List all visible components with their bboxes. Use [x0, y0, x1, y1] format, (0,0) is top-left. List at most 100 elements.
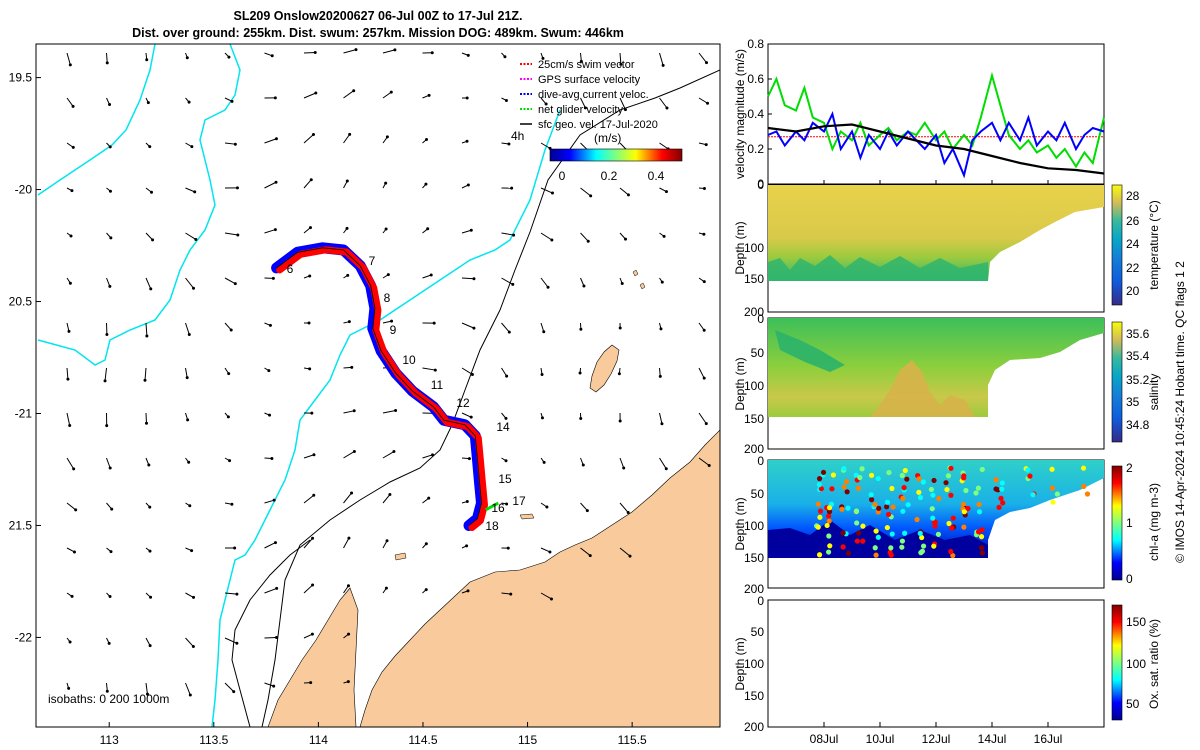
sfc-arrow: [698, 457, 710, 466]
sfc-arrow-head: [466, 589, 470, 593]
sfc-arrow-head: [662, 234, 666, 238]
temperature-clabel: temperature (°C): [1147, 200, 1161, 290]
sfc-arrow-head: [394, 408, 398, 412]
salinity-colorbar: [1111, 321, 1123, 443]
velocity-ytick-label: 0.2: [747, 142, 764, 156]
sfc-arrow-head: [579, 59, 583, 63]
sfc-arrow-head: [145, 692, 149, 696]
sfc-arrow: [144, 367, 147, 381]
sfc-arrow-head: [505, 502, 509, 506]
chla-dot: [872, 545, 878, 551]
chla-dot: [1084, 491, 1091, 497]
sfc-arrow: [382, 91, 392, 99]
chla-dot: [999, 480, 1005, 486]
sfc-arrow-head: [186, 418, 190, 422]
sfc-arrow: [698, 52, 707, 63]
salinity-low-tongue: [775, 330, 845, 372]
sfc-arrow-head: [274, 636, 278, 640]
surface-velocity-arrows: [66, 48, 711, 697]
chla-dot: [856, 530, 862, 536]
time-tick-label: 14Jul: [978, 732, 1007, 746]
sfc-arrow-head: [147, 463, 151, 467]
velocity-ylabel: velocity magnitude (m/s): [733, 49, 747, 179]
sfc-arrow-head: [193, 190, 197, 194]
sfc-arrow-head: [146, 101, 150, 105]
time-tick-label: 10Jul: [866, 732, 895, 746]
sfc-arrow: [106, 457, 111, 469]
chla-dot: [976, 509, 983, 515]
chla-dot: [928, 486, 935, 493]
sfc-arrow-head: [467, 457, 471, 461]
sfc-arrow: [343, 492, 352, 504]
chla-dot: [1080, 465, 1087, 471]
chla-ytick-2: 100: [744, 519, 764, 533]
sfc-arrow: [303, 537, 313, 549]
sfc-arrow-head: [69, 234, 73, 238]
oxygen-ctick-0: 150: [1126, 615, 1146, 629]
sfc-arrow: [145, 322, 148, 336]
chla-dot: [899, 544, 905, 550]
sfc-arrow-head: [185, 376, 189, 380]
legend-gps-label: GPS surface velocity: [538, 74, 641, 86]
chla-dot: [931, 477, 937, 484]
sfc-arrow-head: [108, 145, 112, 149]
sfc-arrow-head: [271, 276, 275, 280]
sfc-arrow-head: [390, 319, 394, 323]
sfc-arrow-head: [426, 227, 430, 231]
sfc-arrow: [422, 367, 436, 371]
sfc-arrow-head: [226, 415, 230, 419]
sfc-arrow-head: [227, 55, 231, 59]
map-ytick-label: -20: [15, 183, 33, 197]
sfc-arrow: [145, 232, 153, 241]
sfc-arrow: [382, 451, 395, 459]
sfc-arrow: [580, 232, 589, 242]
velocity-ytick-label: 0.8: [747, 37, 764, 51]
chla-dot: [961, 475, 967, 481]
sfc-arrow: [698, 367, 705, 379]
chla-dot: [889, 531, 895, 537]
colorbar-prefix: 4h: [511, 129, 524, 143]
chla-dot: [917, 530, 923, 536]
day-label: 17: [512, 494, 526, 508]
sfc-arrow-head: [664, 467, 668, 471]
oxygen-panel: 150 100 50 Ox. sat. ratio (%) Depth (m) …: [733, 594, 1161, 746]
sfc-arrow-head: [465, 544, 469, 548]
sfc-arrow-head: [311, 133, 315, 137]
sfc-arrow: [224, 682, 235, 693]
sfc-arrow-head: [145, 334, 149, 338]
chla-dot: [948, 492, 954, 498]
sfc-arrow-head: [589, 194, 593, 198]
chla-dot: [932, 519, 938, 525]
sfc-arrow-head: [311, 536, 315, 540]
chla-dot: [884, 499, 891, 505]
sfc-arrow-head: [465, 500, 469, 504]
glider-track: [271, 242, 499, 531]
sfc-arrow: [104, 367, 107, 381]
sfc-arrow-head: [704, 422, 708, 426]
sfc-arrow-head: [70, 594, 74, 598]
sfc-arrow-head: [151, 238, 155, 242]
sfc-arrow-head: [548, 550, 552, 554]
sfc-arrow: [382, 49, 396, 54]
sfc-arrow-head: [579, 417, 583, 421]
chla-dot: [826, 513, 832, 519]
sfc-arrow-head: [466, 183, 470, 187]
sfc-arrow-head: [310, 632, 314, 636]
sfc-arrow-head: [66, 377, 70, 381]
salinity-ytick-4: 200: [744, 442, 764, 456]
sfc-arrow-head: [272, 498, 276, 502]
track-net-velocity: [485, 501, 499, 512]
chla-dot: [854, 520, 860, 526]
sfc-arrow-head: [466, 53, 470, 57]
sfc-arrow-head: [267, 369, 271, 373]
chla-dot: [860, 523, 866, 529]
sfc-arrow-head: [310, 411, 314, 415]
sfc-arrow-head: [509, 592, 513, 596]
sfc-arrow-head: [187, 100, 191, 104]
chla-ytick-3: 150: [744, 551, 764, 565]
temperature-ytick-1: 100: [744, 241, 764, 255]
chla-dot: [919, 534, 925, 541]
sfc-arrow-head: [227, 372, 231, 376]
sfc-arrow: [185, 367, 188, 378]
chla-dot: [900, 508, 906, 514]
